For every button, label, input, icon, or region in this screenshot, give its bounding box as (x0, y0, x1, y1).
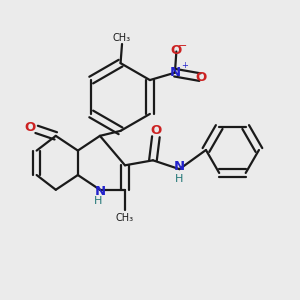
Text: H: H (94, 196, 103, 206)
Text: O: O (151, 124, 162, 137)
Text: H: H (175, 174, 184, 184)
Text: −: − (178, 41, 188, 51)
Text: O: O (171, 44, 182, 56)
Text: O: O (196, 70, 207, 84)
Text: CH₃: CH₃ (113, 32, 131, 43)
Text: N: N (169, 66, 181, 79)
Text: N: N (174, 160, 185, 173)
Text: N: N (94, 185, 106, 198)
Text: +: + (181, 61, 188, 70)
Text: CH₃: CH₃ (116, 213, 134, 223)
Text: O: O (25, 122, 36, 134)
